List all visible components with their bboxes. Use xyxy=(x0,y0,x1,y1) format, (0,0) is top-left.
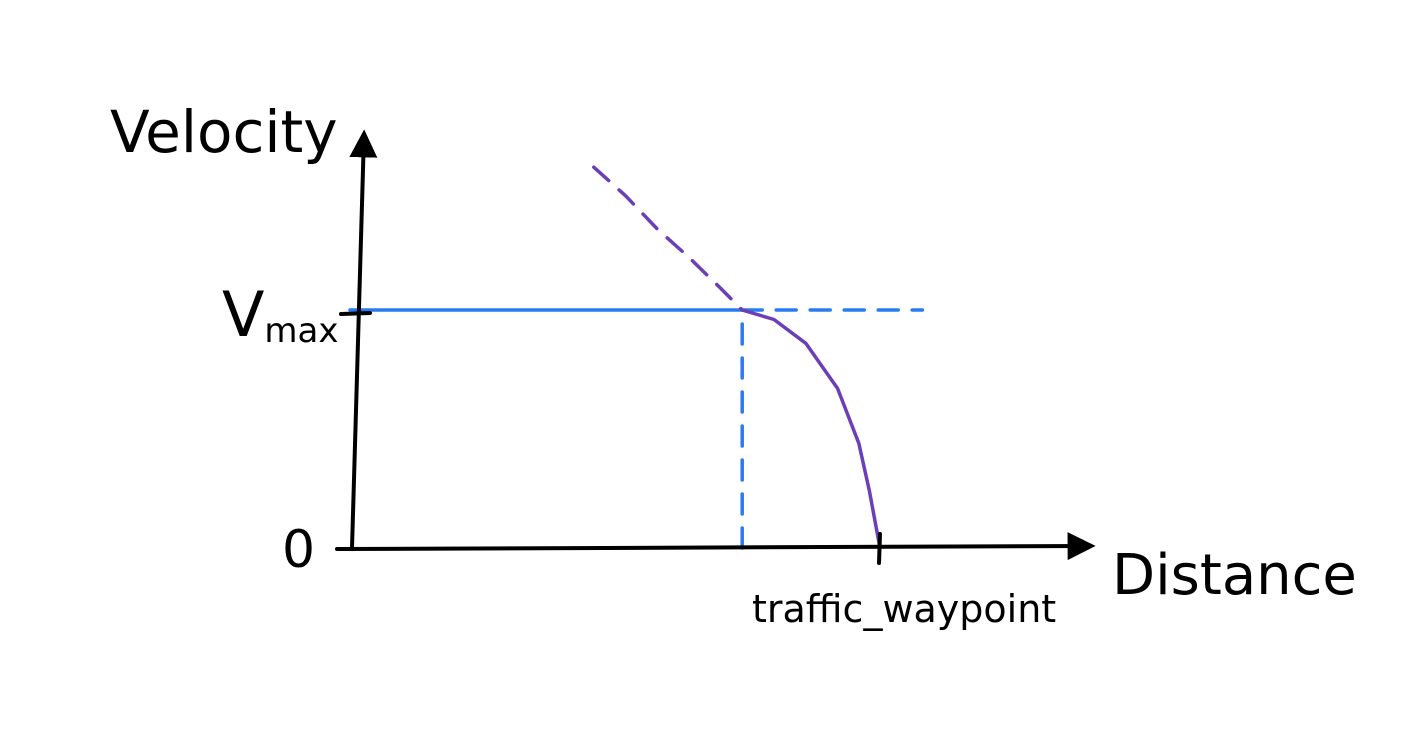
series-line-3 xyxy=(742,310,880,548)
vmax-tick xyxy=(341,313,370,314)
x-axis xyxy=(340,546,1090,549)
series-layer xyxy=(350,167,922,548)
vmax-letter: V xyxy=(222,278,264,351)
traffic-waypoint-label: traffic_waypoint xyxy=(752,587,1056,631)
vmax-label: Vmax xyxy=(222,278,339,351)
vmax-subscript: max xyxy=(264,311,338,351)
traffic-waypoint-tick xyxy=(879,534,880,563)
series-line-4 xyxy=(594,167,742,310)
zero-label: 0 xyxy=(282,520,315,580)
x-axis-label: Distance xyxy=(1112,543,1357,608)
y-axis-label: Velocity xyxy=(110,98,338,166)
y-axis xyxy=(352,135,364,548)
